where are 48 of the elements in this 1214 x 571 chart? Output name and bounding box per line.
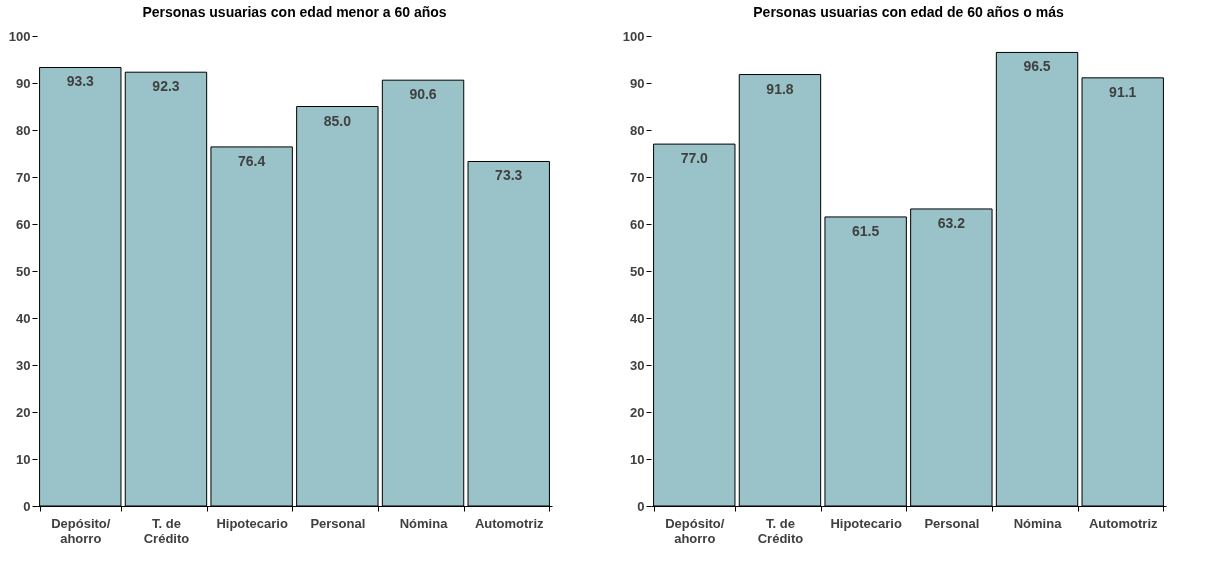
data-label: 61.5 (852, 222, 880, 239)
x-tick-label: Personal (924, 515, 980, 531)
y-tick-label: 10 (16, 451, 31, 467)
y-tick-label: 100 (8, 28, 31, 44)
x-tick-label: T. de Crédito (757, 515, 804, 546)
y-tick-label: 60 (16, 216, 31, 232)
data-label: 90.6 (409, 86, 437, 103)
data-label: 91.1 (1109, 83, 1137, 100)
y-tick-label: 20 (16, 404, 31, 420)
y-tick-label: 100 (622, 28, 645, 44)
data-label: 92.3 (152, 78, 180, 95)
y-tick-label: 90 (16, 75, 31, 91)
chart-title: Personas usuarias con edad menor a 60 años (142, 4, 447, 20)
x-tick-label: Automotriz (1088, 515, 1159, 531)
y-tick-label: 70 (630, 169, 645, 185)
y-tick-label: 50 (630, 263, 645, 279)
data-label: 77.0 (680, 150, 709, 167)
data-label: 91.8 (766, 80, 794, 97)
y-tick-label: 0 (637, 498, 645, 514)
x-tick-label: Hipotecario (216, 515, 288, 531)
x-tick-label: Automotriz (474, 515, 545, 531)
y-tick-label: 30 (16, 357, 31, 373)
y-tick-label: 70 (16, 169, 31, 185)
y-tick-label: 40 (16, 310, 31, 326)
x-tick-label: Personal (310, 515, 366, 531)
y-tick-label: 50 (16, 263, 31, 279)
data-label: 96.5 (1023, 58, 1051, 75)
x-tick-label: Nómina (1013, 515, 1063, 531)
x-tick-label: Depósito/ ahorro (665, 515, 725, 546)
data-label: 76.4 (238, 152, 266, 169)
x-tick-label: T. de Crédito (143, 515, 190, 546)
y-tick-label: 90 (630, 75, 645, 91)
y-tick-label: 10 (630, 451, 645, 467)
chart-title: Personas usuarias con edad de 60 años o más (753, 4, 1064, 20)
x-tick-label: Nómina (399, 515, 449, 531)
y-tick-label: 80 (630, 122, 645, 138)
data-label: 73.3 (495, 167, 523, 184)
y-tick-label: 20 (630, 404, 645, 420)
y-tick-label: 60 (630, 216, 645, 232)
y-tick-label: 80 (16, 122, 31, 138)
data-label: 93.3 (66, 73, 95, 90)
y-tick-label: 0 (23, 498, 31, 514)
y-tick-label: 30 (630, 357, 645, 373)
x-tick-label: Depósito/ ahorro (51, 515, 111, 546)
x-tick-label: Hipotecario (830, 515, 902, 531)
y-tick-label: 40 (630, 310, 645, 326)
data-label: 63.2 (937, 214, 966, 231)
data-label: 85.0 (323, 112, 352, 129)
